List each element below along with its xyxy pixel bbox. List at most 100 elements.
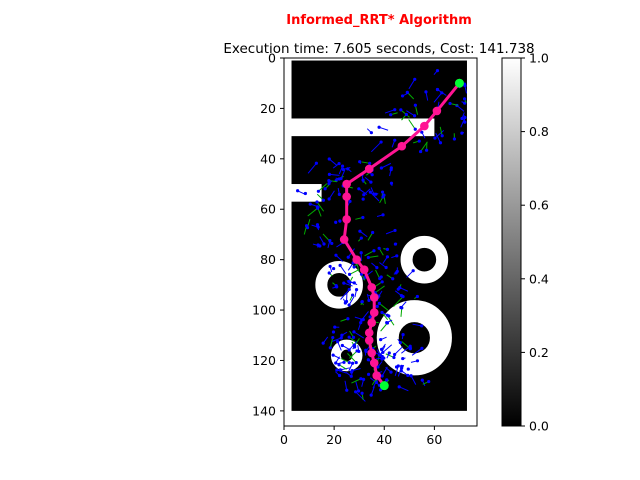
tree-node [327,157,331,161]
tree-node [322,242,326,246]
tree-edge [355,381,360,392]
tree-node [385,378,389,382]
tree-edge [435,132,441,143]
tree-node [361,178,365,182]
tree-node [385,247,390,251]
tree-node [357,187,361,191]
tree-node [335,368,339,372]
tree-node [379,275,383,279]
tree-edge [328,190,335,200]
tree-edge [337,341,342,351]
tree-node [360,391,364,395]
path-point [364,336,374,345]
tree-edge [331,337,342,342]
tree-node [377,246,381,250]
tree-node [438,141,443,145]
tree-node [308,202,312,206]
tree-node [420,346,424,350]
tree-node [380,280,384,284]
tree-node [420,324,424,328]
tree-node [368,190,372,194]
tree-edge [353,331,365,339]
tree-edge [385,229,396,235]
tree-node [401,356,405,361]
tree-node [340,343,344,348]
path-point [369,293,379,302]
map-ring-small [330,339,363,372]
tree-node [348,199,352,203]
path-point [367,283,377,292]
colorbar-tick-label: 0.0 [529,419,549,434]
tree-node [393,242,398,246]
tree-edge [411,347,423,356]
path-point [397,141,407,151]
tree-node [420,130,424,134]
tree-node [347,348,351,352]
tree-node [389,166,393,170]
tree-node [389,113,393,117]
tree-node [333,325,337,329]
tree-node [352,330,356,334]
tree-edge [379,302,389,311]
tree-node [398,285,402,290]
colorbar-tick-label: 0.6 [529,198,549,213]
tree-node [409,374,413,378]
tree-node [315,200,319,204]
tree-node [415,294,419,299]
tree-node [408,347,412,351]
tree-node [331,335,335,340]
path-point [369,358,379,368]
tree-node [327,179,331,183]
tree-node [408,344,412,348]
tree-edge [408,119,416,130]
tree-node [377,301,381,305]
path-point [339,235,349,244]
map-wall-left [284,58,292,426]
x-tick-label: 60 [426,432,442,447]
tree-node [328,346,332,350]
tree-node [393,138,397,142]
tree-node [316,225,320,229]
tree-node [406,373,410,377]
path-point [367,348,377,358]
tree-node [366,358,370,362]
tree-edge [328,158,338,166]
tree-node [328,264,332,269]
tree-node [435,68,440,73]
tree-edge [414,105,419,115]
tree-node [361,215,365,220]
tree-node [351,335,356,339]
tree-edge [336,369,347,374]
colorbar: 0.0 0.2 0.4 0.6 0.8 1.0 [501,51,549,434]
map-ring-right [400,235,449,284]
tree-node [352,265,356,269]
tree-node [359,321,363,325]
tree-node [375,304,379,308]
tree-node [374,192,378,196]
tree-node [347,303,351,307]
tree-node [345,388,349,392]
tree-node [331,353,335,357]
tree-node [347,287,351,292]
path-point [342,179,351,189]
tree-node [420,378,424,382]
tree-node [389,370,393,374]
tree-node [347,361,351,365]
tree-node [399,294,404,298]
tree-node [352,343,356,347]
tree-edge [381,162,392,169]
tree-node [379,140,383,144]
tree-edge [488,77,492,79]
tree-edge [384,109,395,114]
path-point [364,328,374,338]
tree-edge [318,183,328,192]
tree-edge [370,141,382,153]
chart-title: Informed_RRT* Algorithm [286,13,472,28]
tree-edge [376,349,383,360]
tree-node [478,95,481,98]
tree-edge [340,289,350,300]
tree-node [387,351,391,355]
tree-node [397,385,401,389]
tree-node [380,190,385,194]
